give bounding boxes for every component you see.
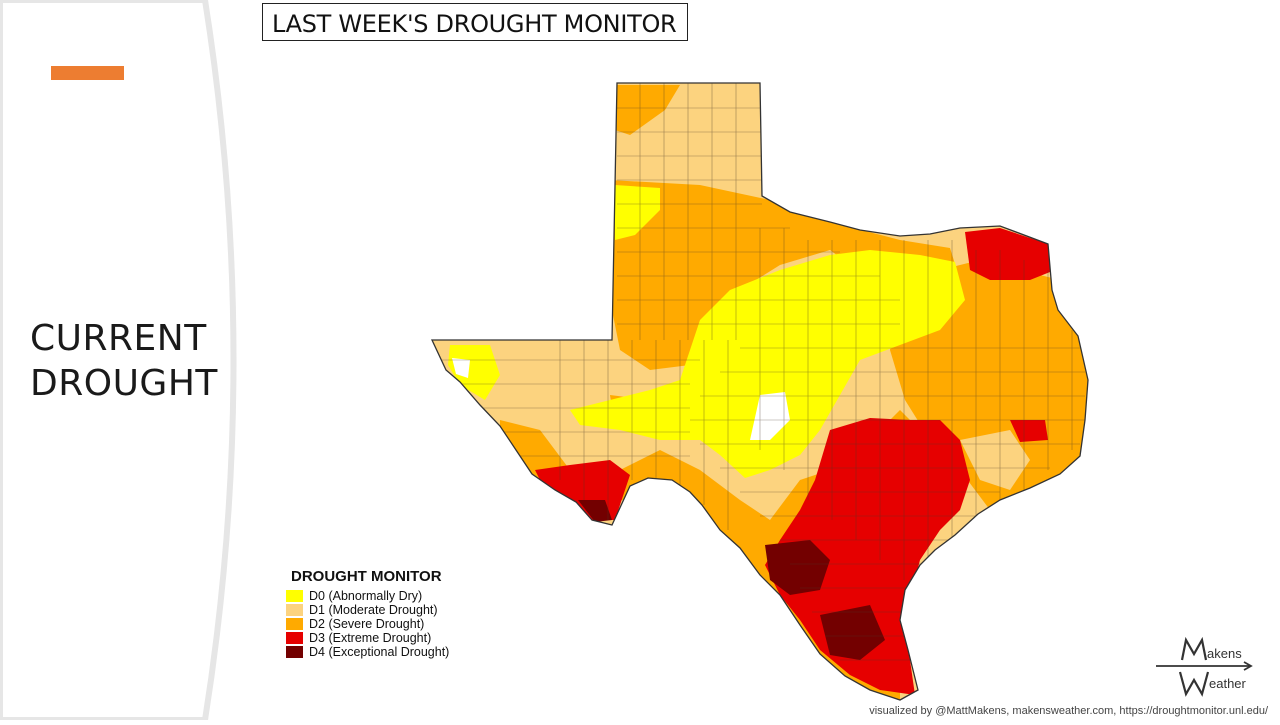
- slide-title-line2: DROUGHT: [30, 363, 218, 404]
- left-panel: [0, 0, 260, 723]
- d4-big-bend: [578, 500, 612, 522]
- makens-weather-logo: akens eather: [1154, 636, 1254, 698]
- legend-swatch-d2: [286, 618, 303, 630]
- map-legend: DROUGHT MONITOR D0 (Abnormally Dry) D1 (…: [286, 568, 449, 659]
- d3-big-bend: [535, 460, 630, 520]
- legend-item-d1: D1 (Moderate Drought): [286, 603, 449, 617]
- legend-item-d3: D3 (Extreme Drought): [286, 631, 449, 645]
- legend-label-d1: D1 (Moderate Drought): [309, 603, 438, 617]
- d0-panhandle: [615, 185, 660, 240]
- map-title: LAST WEEK'S DROUGHT MONITOR: [272, 10, 677, 38]
- legend-swatch-d4: [286, 646, 303, 658]
- legend-label-d0: D0 (Abnormally Dry): [309, 589, 423, 603]
- slide-title-line1: CURRENT: [30, 318, 207, 359]
- legend-label-d3: D3 (Extreme Drought): [309, 631, 432, 645]
- slide-title: CURRENT DROUGHT: [30, 316, 218, 406]
- d0-far-west: [448, 345, 500, 400]
- legend-item-d4: D4 (Exceptional Drought): [286, 645, 449, 659]
- legend-swatch-d3: [286, 632, 303, 644]
- d3-south-central: [765, 418, 970, 695]
- d1-east-pocket: [960, 430, 1030, 490]
- d2-panhandle-south: [610, 180, 960, 370]
- map-title-box: LAST WEEK'S DROUGHT MONITOR: [262, 3, 688, 41]
- legend-item-d0: D0 (Abnormally Dry): [286, 589, 449, 603]
- left-panel-curve: [0, 0, 237, 723]
- logo-line1: akens: [1207, 646, 1242, 661]
- legend-item-d2: D2 (Severe Drought): [286, 617, 449, 631]
- legend-swatch-d0: [286, 590, 303, 602]
- source-credit: visualized by @MattMakens, makensweather…: [869, 705, 1268, 717]
- d3-northeast: [965, 228, 1055, 280]
- legend-label-d4: D4 (Exceptional Drought): [309, 645, 450, 659]
- d0-central: [570, 250, 965, 478]
- d4-south-texas: [765, 540, 830, 595]
- legend-title: DROUGHT MONITOR: [291, 568, 442, 585]
- county-lines: [432, 83, 1085, 661]
- d3-east-patch: [1010, 420, 1048, 442]
- d4-rio-grande: [820, 605, 885, 660]
- accent-bar: [51, 66, 124, 80]
- no-drought-west: [452, 358, 470, 378]
- logo-mark: akens eather: [1156, 636, 1253, 697]
- legend-label-d2: D2 (Severe Drought): [309, 617, 425, 631]
- logo-line2: eather: [1209, 676, 1247, 691]
- drought-areas: [432, 83, 1088, 700]
- legend-swatch-d1: [286, 604, 303, 616]
